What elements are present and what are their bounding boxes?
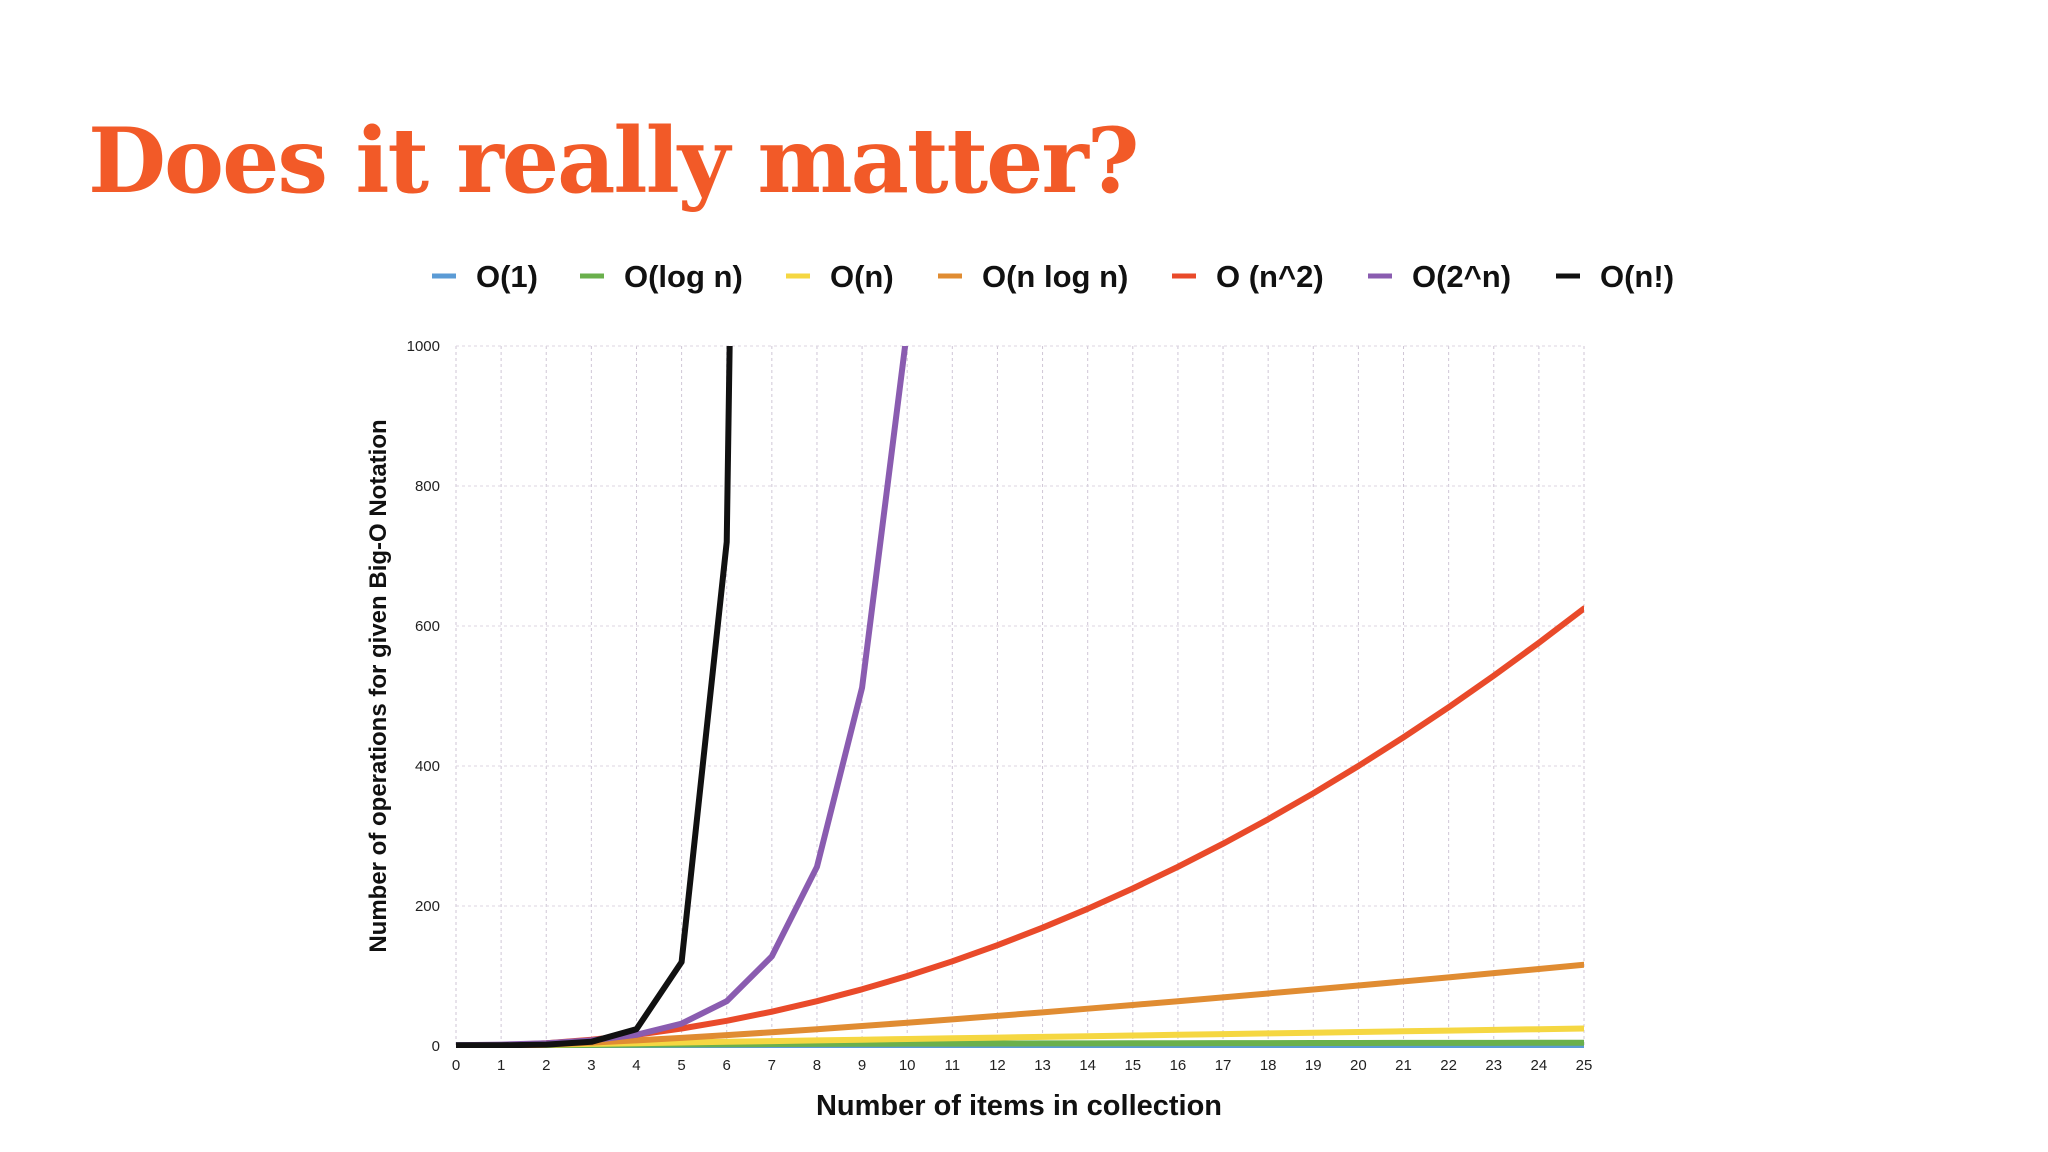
x-tick-label: 25 — [1576, 1057, 1593, 1074]
x-tick-label: 9 — [858, 1057, 866, 1074]
chart-series — [456, 346, 1584, 1048]
legend-item: O(1) — [432, 259, 538, 294]
legend-label: O(1) — [476, 259, 538, 294]
x-tick-label: 19 — [1305, 1057, 1322, 1074]
x-tick-label: 12 — [989, 1057, 1006, 1074]
series-line-o-n-log-n — [456, 961, 1584, 1048]
x-tick-label: 23 — [1485, 1057, 1502, 1074]
x-tick-label: 13 — [1034, 1057, 1051, 1074]
x-tick-label: 5 — [677, 1057, 685, 1074]
chart-grid — [455, 345, 1585, 1047]
legend-label: O(2^n) — [1412, 259, 1511, 294]
y-tick-label: 1000 — [407, 338, 440, 355]
x-tick-label: 15 — [1124, 1057, 1141, 1074]
y-tick-label: 400 — [415, 758, 440, 775]
x-tick-label: 24 — [1531, 1057, 1548, 1074]
x-tick-label: 10 — [899, 1057, 916, 1074]
x-tick-label: 8 — [813, 1057, 821, 1074]
legend-label: O(n log n) — [982, 259, 1128, 294]
legend-item: O(2^n) — [1368, 259, 1511, 294]
y-axis-title: Number of operations for given Big-O Not… — [365, 419, 392, 952]
x-tick-label: 16 — [1170, 1057, 1187, 1074]
legend-item: O(log n) — [580, 259, 743, 294]
legend-item: O(n!) — [1556, 259, 1674, 294]
x-tick-label: 18 — [1260, 1057, 1277, 1074]
legend-label: O(log n) — [624, 259, 743, 294]
x-tick-label: 11 — [945, 1057, 961, 1074]
x-tick-label: 22 — [1440, 1057, 1457, 1074]
series-line-o-n — [456, 1025, 1584, 1048]
x-tick-label: 17 — [1215, 1057, 1232, 1074]
x-tick-label: 4 — [632, 1057, 640, 1074]
x-tick-label: 2 — [542, 1057, 550, 1074]
chart-ticks: 0 1 2 3 4 5 6 7 8 9 10 11 12 13 14 15 16 17 18 19 20 21 22 23 24… — [407, 338, 1593, 1074]
x-tick-label: 21 — [1395, 1057, 1412, 1074]
x-axis-title: Number of items in collection — [816, 1090, 1222, 1122]
x-tick-label: 0 — [452, 1057, 460, 1074]
legend-label: O(n!) — [1600, 259, 1674, 294]
x-tick-label: 3 — [587, 1057, 595, 1074]
x-tick-label: 1 — [497, 1057, 505, 1074]
legend-label: O (n^2) — [1216, 259, 1324, 294]
x-tick-label: 6 — [723, 1057, 731, 1074]
y-tick-label: 0 — [432, 1038, 440, 1055]
legend-item: O (n^2) — [1172, 259, 1324, 294]
y-tick-label: 600 — [415, 618, 440, 635]
x-tick-label: 14 — [1079, 1057, 1096, 1074]
chart-legend: O(1) O(log n) O(n) O(n log n) O (n^2) O(2^n) O… — [432, 259, 1674, 294]
x-tick-label: 7 — [768, 1057, 776, 1074]
x-tick-label: 20 — [1350, 1057, 1367, 1074]
slide-title: Does it really matter? — [88, 108, 1140, 214]
y-tick-label: 200 — [415, 898, 440, 915]
legend-item: O(n log n) — [938, 259, 1128, 294]
series-line-o-n — [456, 346, 733, 1048]
y-tick-label: 800 — [415, 478, 440, 495]
legend-label: O(n) — [830, 259, 894, 294]
legend-item: O(n) — [786, 259, 894, 294]
